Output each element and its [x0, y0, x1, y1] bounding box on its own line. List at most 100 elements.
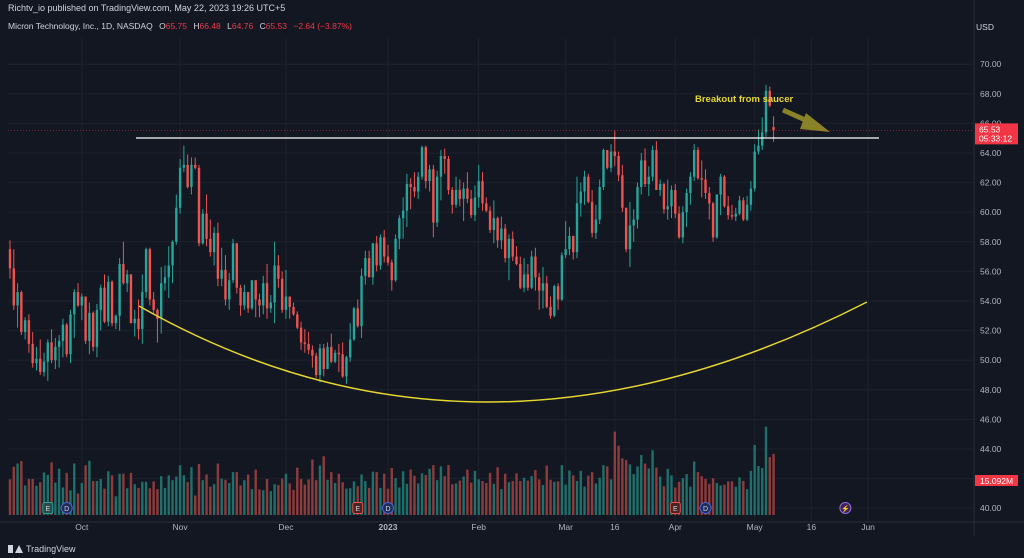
price-tick-label: 60.00: [980, 207, 1002, 217]
price-tick-label: 70.00: [980, 59, 1002, 69]
candle-body: [46, 342, 49, 362]
volume-bar: [515, 473, 518, 515]
candle-body: [556, 286, 560, 300]
candle-body: [182, 164, 186, 168]
volume-bar: [383, 473, 386, 515]
candle-body: [715, 194, 719, 238]
volume-bar: [318, 465, 322, 515]
volume-bar: [458, 480, 462, 515]
volume-bar: [556, 481, 560, 515]
volume-bar: [296, 467, 299, 515]
volume-bar: [447, 465, 450, 515]
dividend-event-marker[interactable]: D: [699, 502, 712, 514]
volume-bar: [57, 468, 61, 515]
price-tick-label: 58.00: [980, 237, 1002, 247]
price-tick-label: 62.00: [980, 178, 1002, 188]
volume-bar: [553, 481, 556, 515]
volume-bar: [606, 466, 609, 515]
volume-bar: [243, 480, 246, 515]
volume-bar: [23, 485, 27, 515]
flash-event-marker[interactable]: ⚡: [839, 502, 852, 514]
candle-body: [428, 169, 431, 182]
candle-body: [742, 200, 745, 220]
earnings-event-marker[interactable]: E: [669, 502, 681, 514]
brand-text: TradingView: [26, 544, 76, 554]
candle-body: [280, 278, 284, 310]
candle-body: [269, 302, 273, 309]
annotation-arrowhead: [800, 113, 830, 132]
earnings-event-marker[interactable]: E: [42, 502, 54, 514]
volume-bar: [530, 476, 533, 515]
tradingview-brand[interactable]: TradingView: [8, 544, 76, 554]
dividend-event-marker[interactable]: D: [382, 502, 394, 514]
volume-bar: [231, 472, 235, 515]
candle-body: [133, 318, 136, 324]
candle-body: [424, 147, 427, 182]
dividend-event-marker[interactable]: D: [60, 502, 73, 514]
volume-bar: [269, 491, 273, 515]
volume-bar: [284, 473, 288, 515]
volume-bar: [292, 489, 295, 515]
volume-bar: [205, 474, 208, 515]
volume-bar: [409, 469, 412, 515]
candle-body: [137, 318, 140, 330]
candle-body: [553, 286, 556, 316]
volume-bar: [685, 474, 688, 515]
volume-bar: [507, 482, 511, 515]
candle-body: [647, 176, 651, 185]
open-key: O: [159, 21, 166, 31]
volume-bar: [8, 479, 12, 515]
volume-bar: [398, 487, 401, 515]
volume-bar: [432, 465, 435, 515]
price-tick-label: 50.00: [980, 355, 1002, 365]
volume-bar: [598, 477, 601, 515]
event-markers[interactable]: E D E D E D ⚡: [42, 502, 852, 514]
candle-body: [254, 280, 257, 300]
low-key: L: [227, 21, 232, 31]
volume-bar: [322, 456, 325, 515]
volume-bar: [602, 465, 605, 515]
volume-bar: [73, 463, 76, 515]
volume-bar: [190, 467, 193, 515]
volume-bar: [526, 480, 530, 515]
candle-body: [50, 342, 53, 361]
earnings-event-marker[interactable]: E: [352, 502, 364, 514]
price-tick-label: 68.00: [980, 89, 1002, 99]
volume-bar: [420, 473, 424, 515]
candle-body: [114, 315, 118, 324]
candle-body: [745, 204, 749, 220]
volume-bar: [568, 470, 571, 515]
volume-bar: [42, 472, 46, 515]
flash-marker-letter: ⚡: [841, 504, 850, 513]
candle-body: [8, 249, 12, 269]
candle-body: [764, 90, 768, 133]
candle-body: [262, 283, 265, 306]
candle-body: [662, 184, 666, 210]
price-tick-label: 64.00: [980, 148, 1002, 158]
candle-body: [367, 258, 371, 278]
candle-body: [549, 306, 552, 316]
volume-bar: [46, 474, 49, 515]
earnings-marker-letter: E: [45, 506, 50, 513]
high-key: H: [193, 21, 200, 31]
time-tick-label: 16: [610, 522, 620, 532]
volume-bar: [246, 474, 250, 515]
volume-bar: [114, 496, 118, 515]
candle-body: [613, 151, 616, 156]
volume-bar: [341, 482, 344, 515]
candle-body: [538, 277, 541, 291]
candle-body: [61, 324, 65, 341]
candle-body: [624, 207, 628, 250]
candle-body: [76, 292, 80, 306]
candle-body: [658, 184, 662, 191]
candle-body: [31, 343, 34, 364]
price-tick-label: 48.00: [980, 385, 1002, 395]
candle-body: [700, 178, 703, 180]
volume-bar: [481, 480, 484, 515]
volume-bar: [386, 488, 390, 515]
candle-body: [723, 176, 726, 207]
volume-bar: [522, 477, 526, 515]
volume-bar: [16, 463, 19, 515]
